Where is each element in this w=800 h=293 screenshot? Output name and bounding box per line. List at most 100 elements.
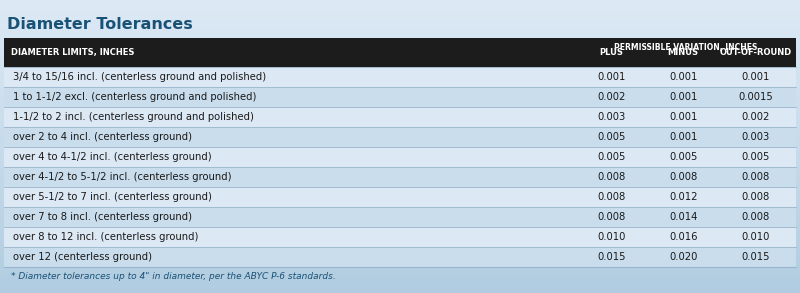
Text: Diameter Tolerances: Diameter Tolerances <box>7 17 193 32</box>
Text: 0.020: 0.020 <box>669 252 698 262</box>
Text: over 4 to 4-1/2 incl. (centerless ground): over 4 to 4-1/2 incl. (centerless ground… <box>14 152 212 162</box>
Bar <box>0 15 800 21</box>
Text: 0.005: 0.005 <box>669 152 698 162</box>
Text: PERMISSIBLE VARIATION, INCHES: PERMISSIBLE VARIATION, INCHES <box>614 43 757 52</box>
Bar <box>0 83 800 89</box>
Bar <box>4 247 796 267</box>
Bar <box>0 156 800 162</box>
Bar <box>0 39 800 45</box>
Bar <box>0 93 800 99</box>
Text: 0.008: 0.008 <box>742 192 770 202</box>
Bar <box>4 87 796 107</box>
Bar <box>4 147 796 167</box>
Text: 1-1/2 to 2 incl. (centerless ground and polished): 1-1/2 to 2 incl. (centerless ground and … <box>14 112 254 122</box>
Text: 0.001: 0.001 <box>597 72 626 82</box>
Bar <box>0 122 800 128</box>
Text: 0.002: 0.002 <box>742 112 770 122</box>
Bar <box>0 244 800 250</box>
Bar <box>0 269 800 275</box>
Text: over 4-1/2 to 5-1/2 incl. (centerless ground): over 4-1/2 to 5-1/2 incl. (centerless gr… <box>14 172 232 182</box>
Bar <box>0 78 800 84</box>
Text: 0.008: 0.008 <box>742 212 770 222</box>
Text: 0.014: 0.014 <box>669 212 698 222</box>
Bar <box>0 225 800 231</box>
Text: 0.002: 0.002 <box>597 92 626 102</box>
Bar <box>0 88 800 94</box>
Bar <box>4 187 796 207</box>
Bar <box>0 234 800 240</box>
Bar <box>0 142 800 147</box>
Text: OUT-OF-ROUND: OUT-OF-ROUND <box>720 48 792 57</box>
Bar <box>0 0 800 6</box>
Text: 0.008: 0.008 <box>742 172 770 182</box>
Bar <box>0 254 800 260</box>
Bar <box>0 24 800 30</box>
Bar <box>0 264 800 270</box>
Bar <box>0 190 800 196</box>
Text: 0.0015: 0.0015 <box>738 92 774 102</box>
Bar <box>0 146 800 152</box>
Bar <box>0 288 800 293</box>
Bar <box>4 67 796 87</box>
Bar <box>0 181 800 187</box>
Text: 1 to 1-1/2 excl. (centerless ground and polished): 1 to 1-1/2 excl. (centerless ground and … <box>14 92 257 102</box>
Text: over 12 (centerless ground): over 12 (centerless ground) <box>14 252 152 262</box>
Text: 0.008: 0.008 <box>669 172 698 182</box>
Bar <box>0 137 800 143</box>
Bar <box>4 207 796 227</box>
Text: 0.001: 0.001 <box>742 72 770 82</box>
Text: DIAMETER LIMITS, INCHES: DIAMETER LIMITS, INCHES <box>11 48 134 57</box>
Bar <box>0 44 800 50</box>
Text: MINUS: MINUS <box>668 48 698 57</box>
Text: 3/4 to 15/16 incl. (centerless ground and polished): 3/4 to 15/16 incl. (centerless ground an… <box>14 72 266 82</box>
Bar <box>4 167 796 187</box>
Bar <box>0 185 800 191</box>
Text: 0.001: 0.001 <box>669 92 698 102</box>
Text: over 2 to 4 incl. (centerless ground): over 2 to 4 incl. (centerless ground) <box>14 132 193 142</box>
Text: 0.003: 0.003 <box>597 112 626 122</box>
Bar <box>0 151 800 157</box>
Text: 0.005: 0.005 <box>742 152 770 162</box>
Text: over 7 to 8 incl. (centerless ground): over 7 to 8 incl. (centerless ground) <box>14 212 193 222</box>
Text: 0.016: 0.016 <box>669 232 698 242</box>
Text: 0.005: 0.005 <box>597 152 626 162</box>
Bar <box>4 107 796 127</box>
Text: 0.015: 0.015 <box>597 252 626 262</box>
Bar <box>0 200 800 206</box>
Text: over 5-1/2 to 7 incl. (centerless ground): over 5-1/2 to 7 incl. (centerless ground… <box>14 192 212 202</box>
Bar <box>0 195 800 201</box>
Bar <box>0 176 800 182</box>
Bar <box>0 112 800 118</box>
Text: PLUS: PLUS <box>599 48 623 57</box>
Bar <box>0 132 800 138</box>
Bar <box>0 103 800 108</box>
Bar <box>0 205 800 211</box>
Bar <box>0 59 800 64</box>
Bar <box>0 10 800 16</box>
Bar <box>0 215 800 221</box>
Bar <box>0 249 800 255</box>
Text: 0.008: 0.008 <box>597 172 626 182</box>
Bar <box>0 34 800 40</box>
Bar <box>0 108 800 113</box>
Text: 0.008: 0.008 <box>597 212 626 222</box>
Bar <box>0 210 800 216</box>
Text: 0.001: 0.001 <box>669 72 698 82</box>
Bar <box>0 117 800 123</box>
Bar <box>0 73 800 79</box>
Bar <box>0 239 800 245</box>
Text: 0.015: 0.015 <box>742 252 770 262</box>
Text: 0.010: 0.010 <box>597 232 626 242</box>
Bar <box>0 20 800 25</box>
Bar <box>0 5 800 11</box>
Bar <box>0 229 800 235</box>
Text: 0.005: 0.005 <box>597 132 626 142</box>
Bar <box>0 64 800 69</box>
Text: 0.003: 0.003 <box>742 132 770 142</box>
Text: 0.001: 0.001 <box>669 132 698 142</box>
Bar <box>0 161 800 167</box>
Bar <box>0 127 800 133</box>
Bar <box>0 54 800 59</box>
Text: over 8 to 12 incl. (centerless ground): over 8 to 12 incl. (centerless ground) <box>14 232 198 242</box>
Bar <box>0 273 800 279</box>
